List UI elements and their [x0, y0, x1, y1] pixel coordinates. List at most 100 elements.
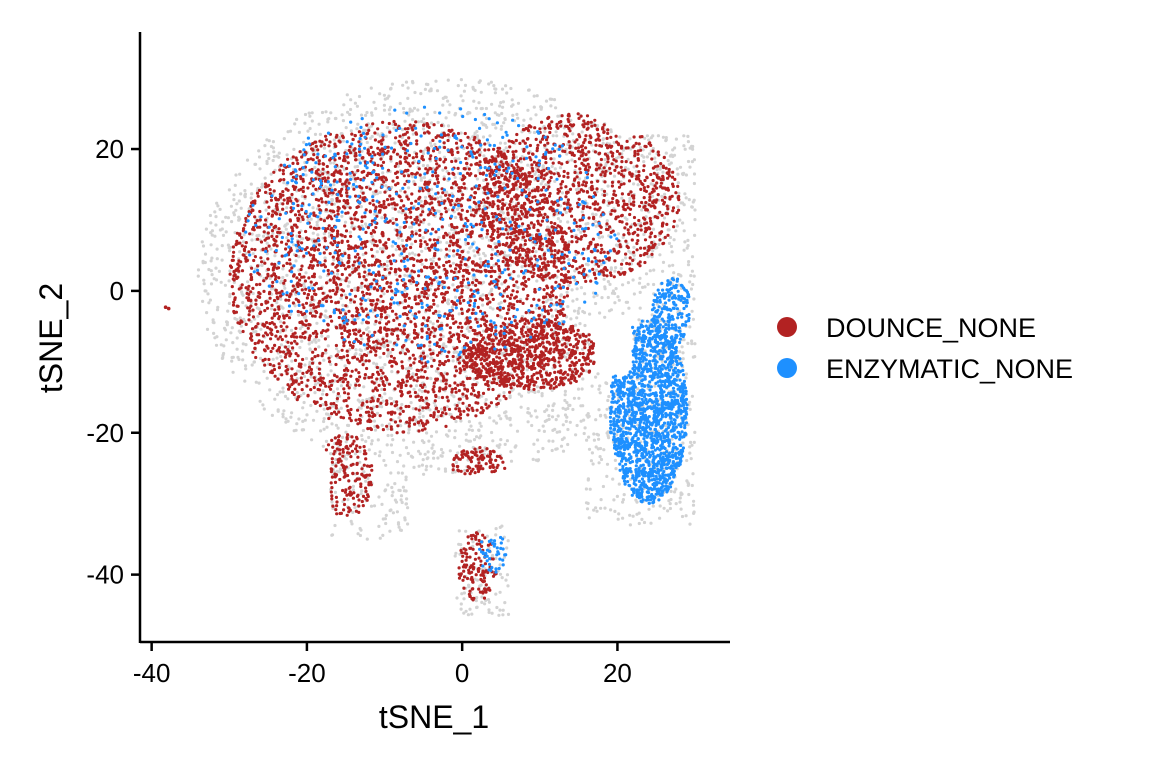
series-0-point — [412, 280, 416, 284]
background-cell-point — [391, 511, 395, 515]
background-cell-point — [406, 451, 410, 456]
background-cell-point — [689, 440, 693, 444]
background-cell-point — [369, 86, 373, 90]
background-cell-point — [651, 504, 655, 508]
background-cell-point — [497, 445, 501, 449]
background-cell-point — [546, 225, 550, 229]
background-cell-point — [243, 319, 247, 323]
series-0-point — [300, 288, 304, 292]
background-cell-point — [505, 91, 509, 95]
background-cell-point — [310, 438, 314, 442]
background-cell-point — [511, 103, 515, 107]
background-cell-point — [686, 483, 690, 487]
background-cell-point — [567, 403, 571, 407]
background-cell-point — [220, 227, 224, 231]
background-cell-point — [306, 129, 310, 133]
background-cell-point — [503, 601, 507, 605]
background-cell-point — [392, 126, 396, 130]
series-0-point — [300, 388, 304, 392]
series-0-point — [386, 255, 390, 259]
series-0-point — [281, 207, 285, 211]
series-0-point — [323, 337, 327, 341]
background-cell-point — [421, 163, 425, 168]
series-0-point — [436, 409, 440, 414]
background-cell-point — [358, 533, 362, 538]
background-cell-point — [234, 173, 238, 177]
background-cell-point — [481, 135, 486, 139]
background-cell-point — [447, 429, 451, 433]
background-cell-point — [422, 472, 426, 476]
series-0-point — [365, 366, 369, 371]
background-cell-point — [598, 414, 603, 418]
background-cell-point — [209, 243, 213, 247]
background-cell-point — [486, 598, 491, 602]
background-cell-point — [457, 312, 461, 316]
background-cell-point — [455, 350, 459, 354]
background-cell-point — [290, 411, 294, 415]
background-cell-point — [606, 280, 611, 284]
background-cell-point — [494, 126, 498, 130]
background-cell-point — [348, 230, 352, 234]
background-cell-point — [211, 320, 215, 324]
series-0-point — [366, 427, 370, 431]
background-cell-point — [456, 207, 460, 211]
background-cell-point — [598, 446, 603, 451]
background-cell-point — [526, 420, 530, 424]
background-cell-point — [612, 498, 616, 502]
background-cell-point — [491, 553, 495, 558]
background-cell-point — [344, 440, 348, 444]
background-cell-point — [448, 449, 452, 453]
series-0-point — [388, 194, 392, 198]
background-cell-point — [481, 303, 485, 307]
background-cell-point — [265, 138, 269, 142]
series-0-point — [270, 179, 274, 184]
background-cell-point — [576, 387, 581, 391]
series-0-point — [347, 340, 352, 344]
background-cell-point — [498, 141, 503, 145]
background-cell-point — [370, 234, 374, 238]
background-cell-point — [466, 250, 470, 254]
series-0-point — [327, 416, 331, 421]
series-0-point — [374, 189, 378, 193]
background-cell-point — [209, 231, 213, 235]
series-0-point — [417, 294, 421, 298]
background-cell-point — [342, 103, 346, 107]
background-cell-point — [396, 407, 400, 411]
series-0-point — [298, 278, 302, 282]
background-cell-point — [381, 171, 385, 175]
background-cell-point — [616, 232, 621, 236]
series-0-point — [431, 138, 435, 142]
background-cell-point — [564, 419, 568, 423]
background-cell-point — [692, 172, 697, 176]
background-cell-point — [364, 327, 368, 331]
background-cell-point — [434, 430, 439, 434]
background-cell-point — [592, 508, 596, 512]
background-cell-point — [480, 595, 484, 599]
background-cell-point — [613, 458, 618, 462]
series-0-point — [431, 311, 436, 315]
background-cell-point — [552, 157, 556, 161]
series-0-point — [401, 244, 405, 248]
series-0-point — [260, 340, 264, 344]
background-cell-point — [457, 542, 461, 546]
background-cell-point — [280, 305, 284, 309]
background-cell-point — [273, 397, 277, 401]
background-cell-point — [385, 443, 389, 447]
background-cell-point — [661, 269, 665, 273]
background-cell-point — [668, 506, 673, 511]
background-cell-point — [681, 357, 685, 361]
background-cell-point — [609, 308, 614, 312]
background-cell-point — [294, 428, 298, 432]
background-cell-point — [550, 415, 555, 419]
background-cell-point — [374, 107, 378, 111]
background-cell-point — [628, 137, 632, 141]
background-cell-point — [532, 130, 537, 135]
background-cell-point — [642, 232, 646, 237]
background-cell-point — [403, 518, 407, 522]
background-cell-point — [388, 340, 393, 344]
series-0-point — [290, 367, 294, 371]
background-cell-point — [691, 472, 695, 476]
background-cell-point — [423, 195, 428, 199]
background-cell-point — [580, 387, 584, 391]
series-0-point — [521, 301, 525, 305]
